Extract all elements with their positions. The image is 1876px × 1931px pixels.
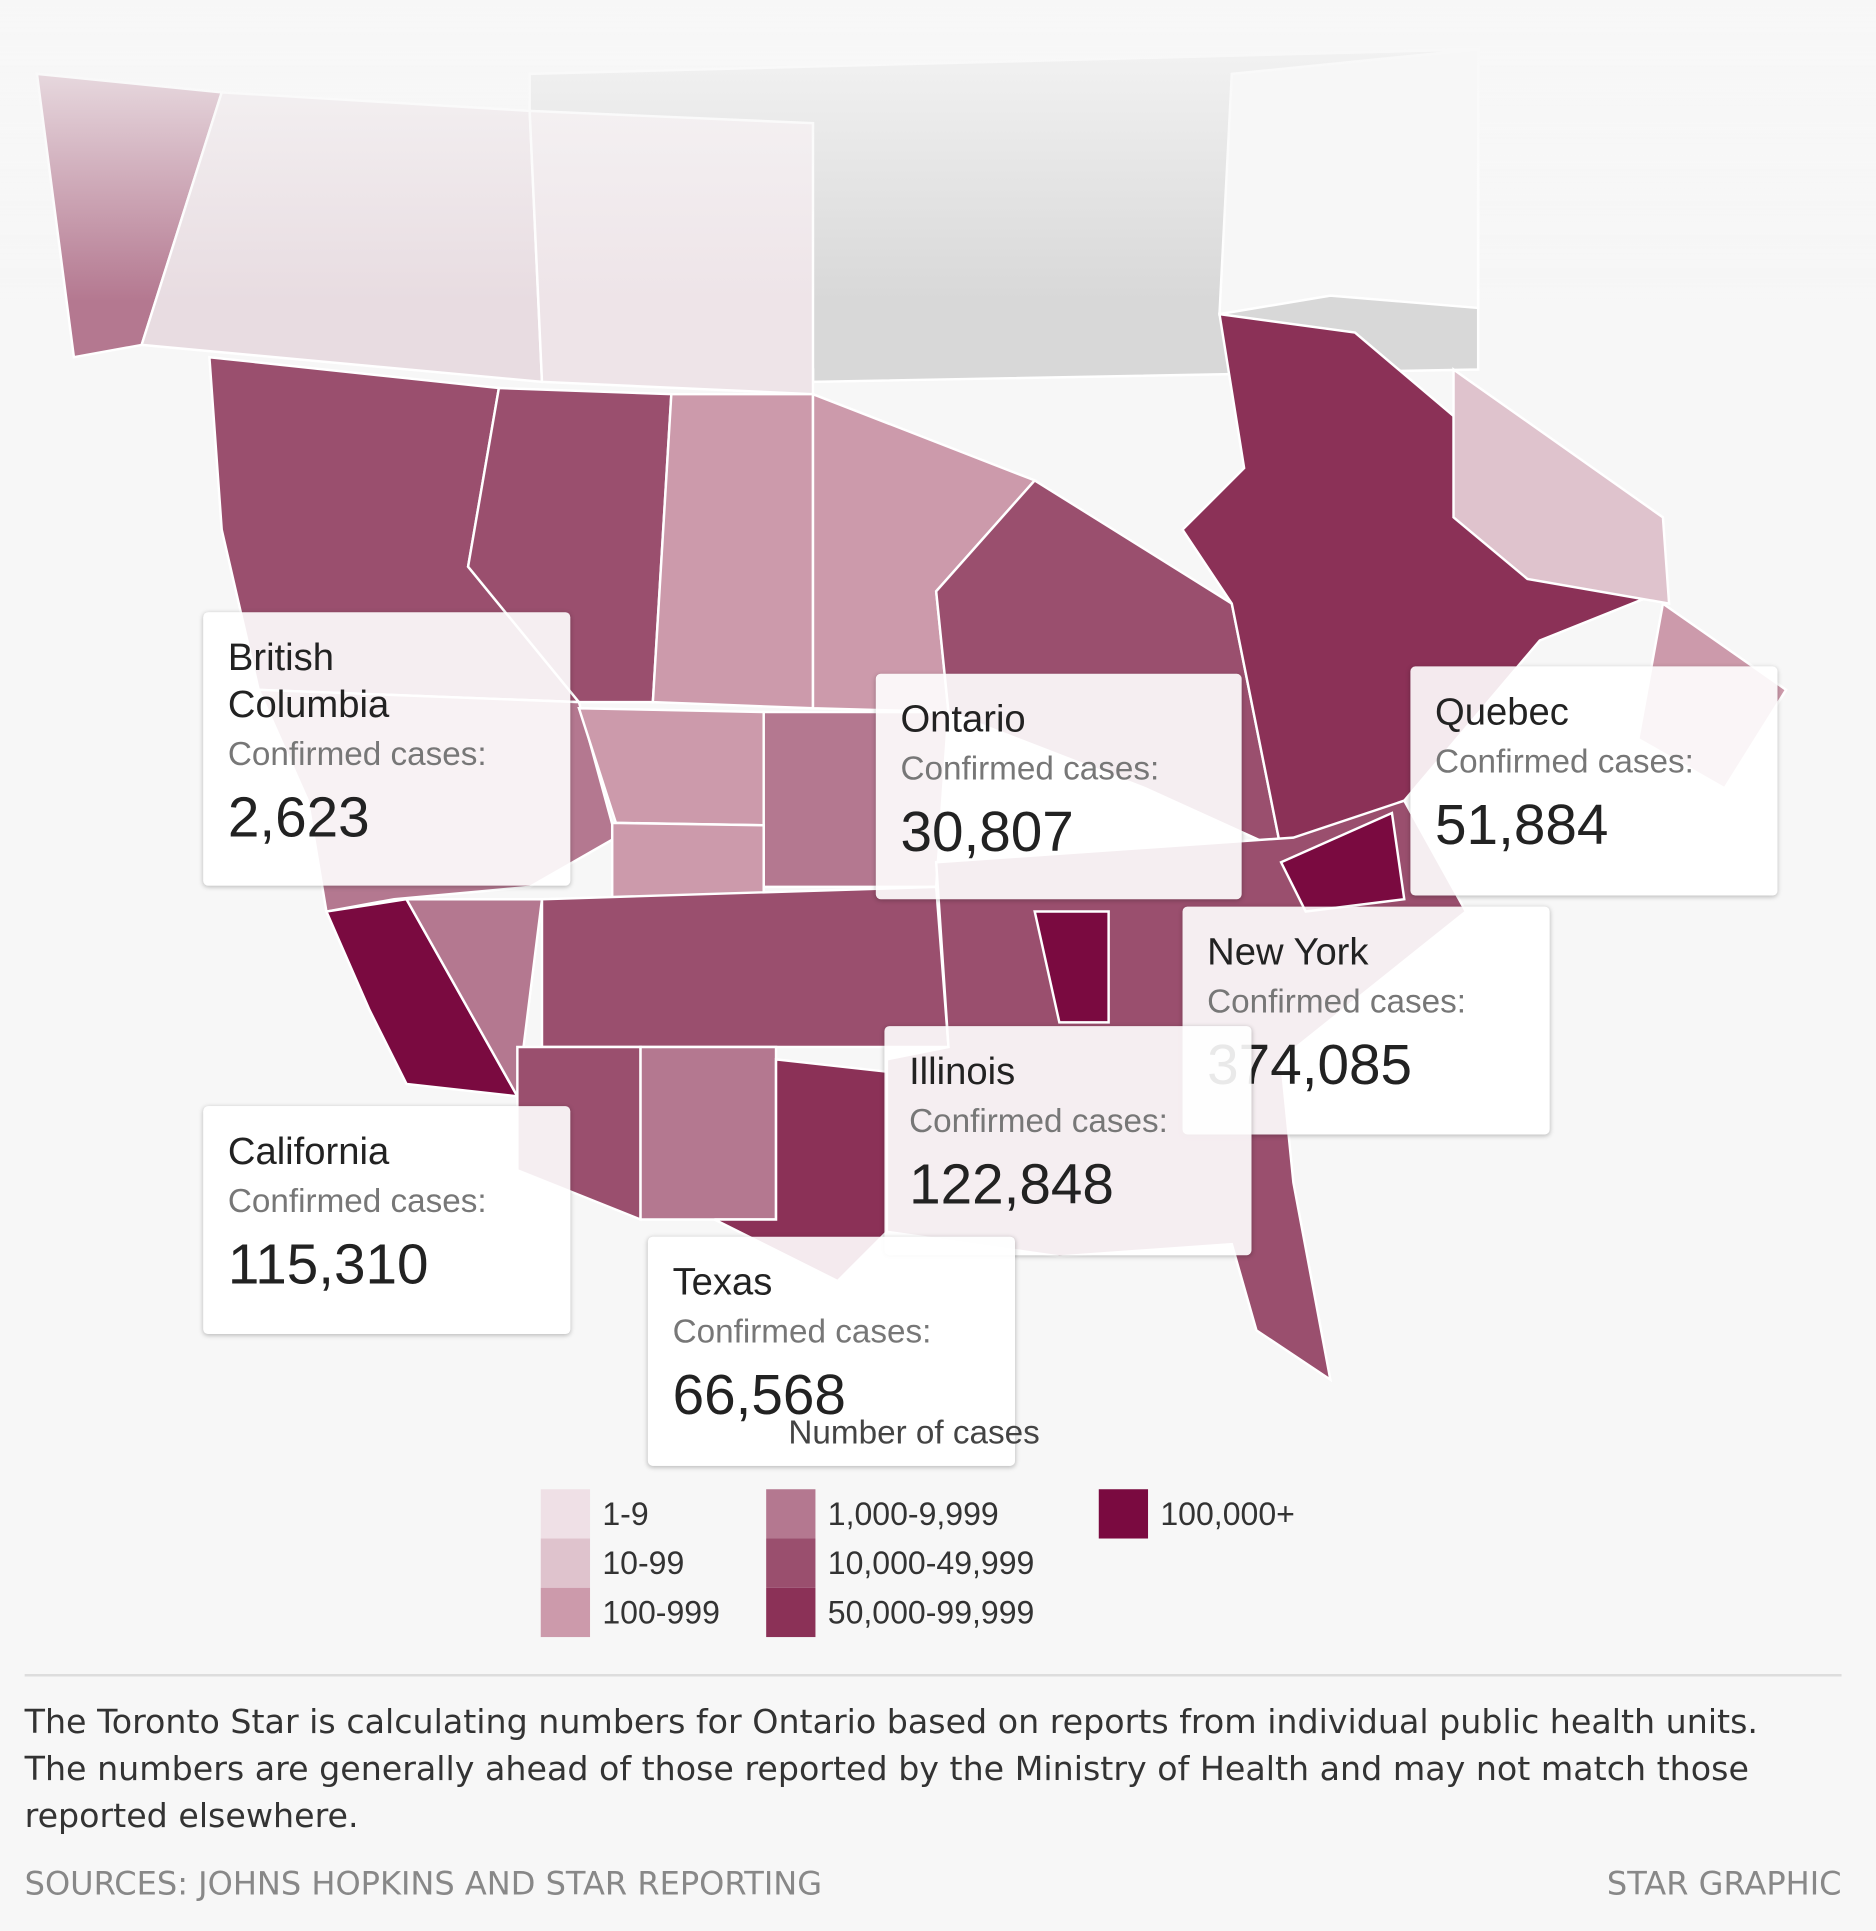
legend-title: Number of cases (788, 1414, 1040, 1452)
callout-value: 51,884 (1435, 792, 1609, 857)
legend-label: 10,000-49,999 (827, 1544, 1035, 1582)
legend-swatch (766, 1538, 816, 1588)
legend-item: 1,000-9,999 (766, 1489, 999, 1539)
callout-label: Confirmed cases: (227, 735, 487, 773)
illinois-map (1033, 910, 1110, 1024)
legend-item: 10-99 (540, 1538, 685, 1588)
legend-label: 10-99 (602, 1544, 685, 1582)
new-mexico (639, 1045, 778, 1221)
divider (24, 1674, 1842, 1677)
legend-label: 1,000-9,999 (827, 1494, 999, 1532)
legend-swatch (540, 1587, 591, 1638)
legend-item: 100,000+ (1098, 1489, 1295, 1539)
legend-swatch (766, 1489, 816, 1539)
callout-name: Illinois (909, 1049, 1016, 1093)
callout-value: 30,807 (900, 799, 1074, 864)
callout-name: Texas (672, 1260, 773, 1304)
legend-swatch (540, 1489, 591, 1539)
callout: Illinois Confirmed cases: 122,848 (884, 1026, 1252, 1256)
legend-item: 1-9 (540, 1489, 649, 1539)
legend-label: 100-999 (602, 1593, 720, 1631)
legend-swatch (766, 1587, 816, 1638)
callout: Texas Confirmed cases: 66,568 (647, 1236, 1016, 1466)
legend-item: 10,000-49,999 (766, 1538, 1035, 1588)
callout: California Confirmed cases: 115,310 (203, 1106, 571, 1335)
legend-swatch (540, 1538, 591, 1588)
callout-value: 374,085 (1207, 1032, 1412, 1097)
legend-item: 50,000-99,999 (766, 1587, 1035, 1638)
callout-value: 115,310 (227, 1231, 429, 1296)
callout-name: Ontario (900, 697, 1026, 741)
legend-swatch (1098, 1489, 1149, 1539)
footnote: The Toronto Star is calculating numbers … (24, 1703, 1759, 1836)
credit: STAR GRAPHIC (1606, 1866, 1842, 1904)
nevada (404, 897, 544, 1101)
callout-label: Confirmed cases: (227, 1182, 487, 1220)
legend-item: 100-999 (540, 1587, 720, 1638)
callout-label: Confirmed cases: (1207, 982, 1466, 1020)
legend-label: 50,000-99,999 (827, 1593, 1035, 1631)
callout-value: 2,623 (227, 784, 370, 849)
callout-value: 122,848 (909, 1151, 1114, 1216)
california-map (324, 897, 520, 1098)
callout-label: Confirmed cases: (672, 1313, 932, 1351)
callout-label: Confirmed cases: (909, 1102, 1168, 1140)
callout-name: California (227, 1129, 390, 1173)
callout-label: Confirmed cases: (1435, 742, 1694, 780)
legend-label: 1-9 (602, 1494, 649, 1532)
us-central (540, 885, 950, 1049)
callout-label: Confirmed cases: (900, 750, 1160, 788)
callout: Quebec Confirmed cases: 51,884 (1410, 666, 1778, 896)
callout: Ontario Confirmed cases: 30,807 (875, 673, 1242, 900)
callout-name: Quebec (1435, 689, 1569, 733)
sources: SOURCES: JOHNS HOPKINS AND STAR REPORTIN… (24, 1866, 823, 1904)
callout-name: New York (1207, 930, 1369, 974)
callout: British Columbia Confirmed cases: 2,623 (203, 612, 571, 886)
callout-value: 66,568 (672, 1362, 846, 1427)
callout-name: British Columbia (227, 635, 390, 726)
legend-label: 100,000+ (1160, 1494, 1295, 1532)
